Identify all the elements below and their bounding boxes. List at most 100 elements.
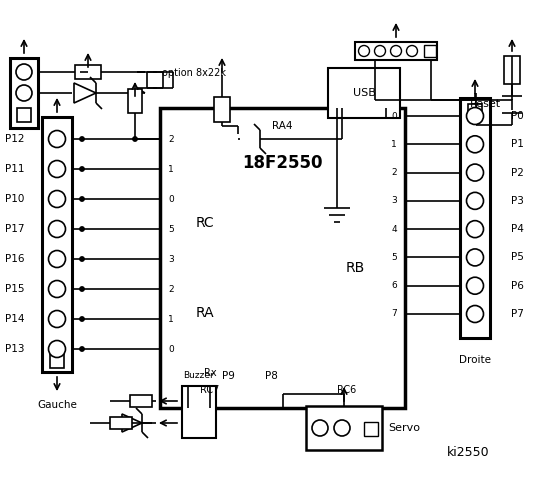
Circle shape	[49, 280, 65, 298]
Bar	[182, 386, 216, 438]
Text: RB: RB	[346, 261, 364, 275]
Text: P11: P11	[5, 164, 25, 174]
Text: 0: 0	[168, 194, 174, 204]
Circle shape	[406, 46, 418, 57]
Text: RC6: RC6	[337, 385, 357, 395]
Text: USB: USB	[353, 88, 375, 98]
Text: P6: P6	[510, 281, 524, 291]
Bar	[75, 65, 101, 79]
Text: P1: P1	[510, 139, 524, 149]
Bar	[306, 406, 382, 450]
Bar	[424, 45, 436, 57]
Text: 0: 0	[168, 345, 174, 353]
Bar	[468, 104, 482, 118]
Text: RC7: RC7	[200, 385, 220, 395]
Text: P2: P2	[510, 168, 524, 178]
Circle shape	[390, 46, 401, 57]
Text: 2: 2	[391, 168, 397, 177]
Text: 1: 1	[168, 314, 174, 324]
Text: 5: 5	[391, 253, 397, 262]
Circle shape	[49, 311, 65, 327]
Text: P16: P16	[5, 254, 25, 264]
Circle shape	[467, 108, 483, 124]
Text: P14: P14	[5, 314, 25, 324]
Text: Servo: Servo	[388, 423, 420, 433]
Text: Rx: Rx	[204, 368, 216, 378]
Circle shape	[467, 136, 483, 153]
Bar	[10, 58, 38, 128]
Text: 4: 4	[391, 225, 397, 234]
Text: P10: P10	[6, 194, 25, 204]
Circle shape	[16, 64, 32, 80]
Text: Reset: Reset	[470, 99, 501, 109]
Bar	[128, 89, 142, 113]
Text: RA: RA	[196, 306, 215, 320]
Circle shape	[467, 221, 483, 238]
Text: 3: 3	[168, 254, 174, 264]
Text: 0: 0	[391, 111, 397, 120]
Circle shape	[467, 192, 483, 209]
Text: P0: P0	[510, 111, 523, 121]
Text: P4: P4	[510, 224, 524, 234]
Text: 2: 2	[168, 285, 174, 293]
Circle shape	[80, 287, 84, 291]
Circle shape	[49, 160, 65, 178]
Text: ki2550: ki2550	[447, 445, 489, 458]
Circle shape	[49, 251, 65, 267]
Circle shape	[467, 305, 483, 323]
Circle shape	[49, 131, 65, 147]
Text: 5: 5	[168, 225, 174, 233]
Circle shape	[312, 420, 328, 436]
Circle shape	[80, 197, 84, 201]
Text: 1: 1	[168, 165, 174, 173]
Circle shape	[133, 137, 137, 141]
Text: 3: 3	[391, 196, 397, 205]
Bar	[460, 98, 490, 338]
Bar	[214, 97, 230, 122]
Circle shape	[16, 85, 32, 101]
Text: Buzzer: Buzzer	[184, 372, 215, 381]
Text: 6: 6	[391, 281, 397, 290]
Circle shape	[80, 317, 84, 321]
Text: RC: RC	[196, 216, 215, 230]
Circle shape	[467, 277, 483, 294]
Bar	[355, 42, 437, 60]
Bar	[160, 108, 405, 408]
Circle shape	[80, 347, 84, 351]
Text: P5: P5	[510, 252, 524, 263]
Text: Gauche: Gauche	[37, 400, 77, 410]
Bar	[50, 354, 64, 368]
Text: option 8x22k: option 8x22k	[162, 68, 226, 78]
Text: P7: P7	[510, 309, 524, 319]
Circle shape	[80, 137, 84, 141]
Text: P12: P12	[5, 134, 25, 144]
Bar	[17, 108, 31, 122]
Bar	[364, 422, 378, 436]
Circle shape	[467, 164, 483, 181]
Circle shape	[80, 227, 84, 231]
Circle shape	[334, 420, 350, 436]
Circle shape	[49, 220, 65, 238]
Text: 18F2550: 18F2550	[242, 154, 323, 172]
Text: P9: P9	[222, 371, 234, 381]
Text: RA4: RA4	[272, 121, 293, 131]
Circle shape	[374, 46, 385, 57]
Circle shape	[467, 249, 483, 266]
Bar	[328, 68, 400, 118]
Text: 7: 7	[391, 310, 397, 319]
Bar	[110, 417, 132, 429]
Text: P3: P3	[510, 196, 524, 206]
Circle shape	[358, 46, 369, 57]
Bar	[504, 56, 520, 84]
Circle shape	[49, 191, 65, 207]
Text: P17: P17	[5, 224, 25, 234]
Text: P15: P15	[5, 284, 25, 294]
Text: 1: 1	[391, 140, 397, 149]
Text: P13: P13	[5, 344, 25, 354]
Text: 2: 2	[168, 134, 174, 144]
Bar	[130, 395, 152, 407]
Text: P8: P8	[264, 371, 278, 381]
Circle shape	[80, 257, 84, 261]
Bar	[42, 117, 72, 372]
Circle shape	[80, 167, 84, 171]
